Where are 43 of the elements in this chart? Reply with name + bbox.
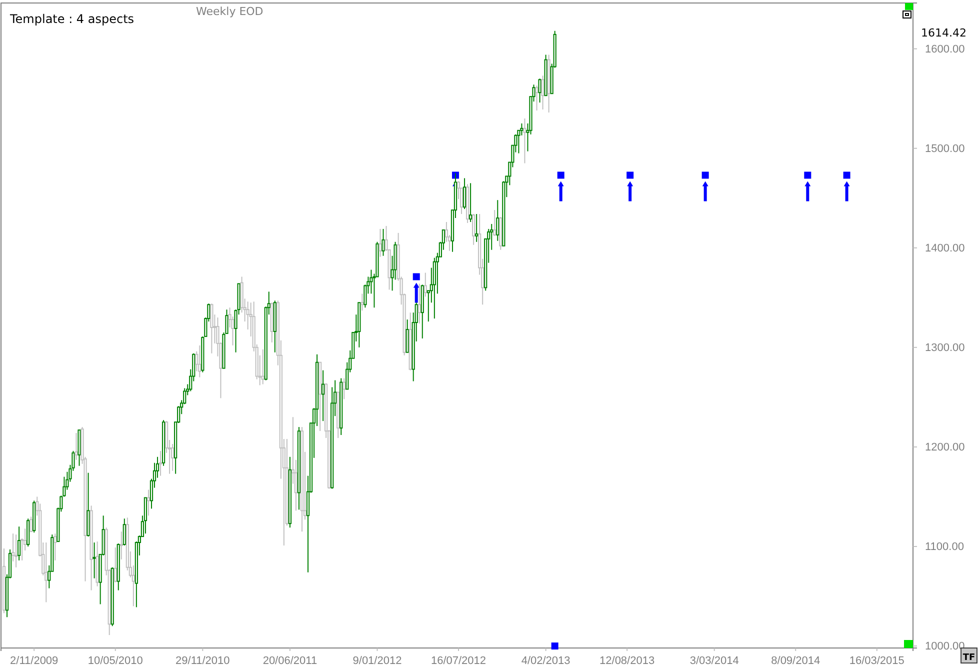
x-tick-label: 4/02/2013 bbox=[521, 654, 570, 666]
x-tick-label: 16/07/2012 bbox=[430, 654, 486, 666]
y-tick-label: 1100.00 bbox=[925, 540, 964, 553]
x-tick-label: 2/11/2009 bbox=[10, 654, 58, 666]
text: TF bbox=[962, 653, 976, 663]
candlestick bbox=[44, 542, 48, 603]
point bbox=[702, 172, 709, 179]
x-tick-label: 3/03/2014 bbox=[690, 654, 739, 666]
x-tick-label: 12/08/2013 bbox=[600, 654, 655, 666]
x-tick-label: 10/05/2010 bbox=[88, 654, 143, 666]
candlestick bbox=[432, 257, 436, 320]
point bbox=[626, 172, 634, 179]
x-tick-label: 8/09/2014 bbox=[771, 654, 820, 666]
x-tick-label: 16/03/2015 bbox=[849, 654, 904, 666]
candlestick bbox=[382, 228, 385, 256]
text: Template : 4 aspects bbox=[9, 12, 134, 26]
y-tick-label: 1300.00 bbox=[925, 342, 965, 354]
candlestick bbox=[523, 118, 526, 164]
candlestick bbox=[472, 214, 476, 246]
text: 1614.42 bbox=[921, 26, 966, 40]
y-tick-label: 1500.00 bbox=[925, 142, 965, 155]
y-tick-label: 1000.00 bbox=[925, 640, 965, 653]
point bbox=[804, 172, 812, 179]
candlestick bbox=[210, 303, 214, 354]
x-tick-label: 20/06/2011 bbox=[262, 654, 318, 666]
candlestick bbox=[144, 497, 148, 534]
candlestick bbox=[538, 78, 542, 104]
candlestick bbox=[18, 526, 21, 561]
candlestick bbox=[493, 210, 496, 236]
candlestick bbox=[14, 534, 18, 568]
chart-title: Weekly EOD bbox=[196, 5, 264, 18]
point bbox=[843, 172, 850, 179]
candlestick bbox=[26, 518, 30, 547]
x-tick-label: 9/01/2012 bbox=[352, 654, 402, 666]
candlestick bbox=[520, 122, 524, 136]
y-tick-label: 1400.00 bbox=[925, 242, 965, 254]
point bbox=[412, 273, 420, 280]
y-tick-label: 1200.00 bbox=[925, 441, 965, 454]
point bbox=[557, 172, 564, 179]
y-tick-label: 1600.00 bbox=[925, 43, 965, 56]
point bbox=[551, 642, 558, 650]
x-tick-label: 29/11/2010 bbox=[176, 654, 230, 666]
candlestick bbox=[418, 283, 421, 324]
